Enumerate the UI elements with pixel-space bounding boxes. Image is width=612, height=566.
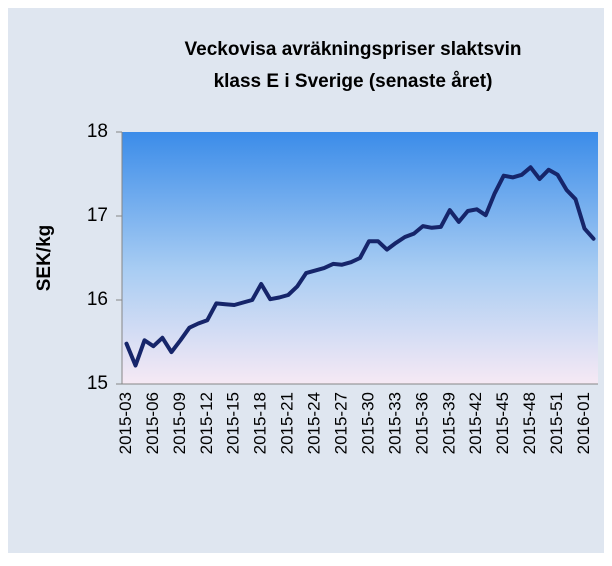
x-tick-label: 2015-09 <box>170 392 189 454</box>
x-tick-label: 2015-18 <box>251 392 270 454</box>
x-tick-label: 2015-12 <box>197 392 216 454</box>
x-tick-label: 2015-36 <box>412 392 431 454</box>
x-tick-label: 2015-42 <box>466 392 485 454</box>
x-tick-label: 2015-27 <box>332 392 351 454</box>
x-tick-label: 2015-51 <box>547 392 566 454</box>
x-tick-label: 2015-06 <box>143 392 162 454</box>
series-line <box>124 165 596 368</box>
chart-title: klass E i Sverige (senaste året) <box>214 71 493 92</box>
x-tick-label: 2015-24 <box>305 392 324 454</box>
x-tick-label: 2015-48 <box>520 392 539 454</box>
y-tick-label: 17 <box>87 205 108 226</box>
y-axis-label: SEK/kg <box>34 225 55 292</box>
x-tick-label: 2015-45 <box>493 392 512 454</box>
y-tick-label: 18 <box>87 121 108 142</box>
y-tick-label: 15 <box>87 373 108 394</box>
x-tick-label: 2015-21 <box>278 392 297 454</box>
x-tick-label: 2015-39 <box>439 392 458 454</box>
x-tick-label: 2015-33 <box>385 392 404 454</box>
x-tick-label: 2015-15 <box>224 392 243 454</box>
x-tick-label: 2015-03 <box>116 392 135 454</box>
x-tick-label: 2015-30 <box>358 392 377 454</box>
chart-title: Veckovisa avräkningspriser slaktsvin <box>185 39 522 60</box>
y-tick-label: 16 <box>87 289 108 310</box>
x-tick-label: 2016-01 <box>574 392 593 454</box>
